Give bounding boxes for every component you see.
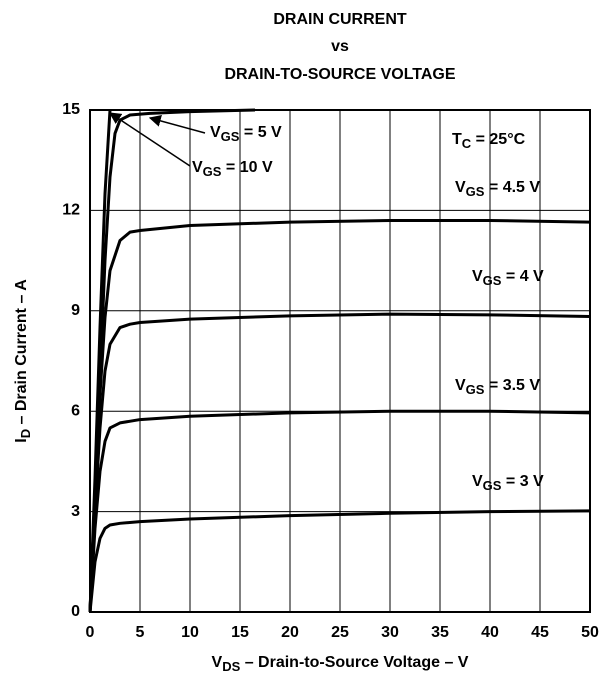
x-tick-label: 10 bbox=[181, 624, 199, 641]
curve bbox=[88, 109, 112, 613]
series-label: VGS = 4.5 V bbox=[455, 179, 540, 199]
series-label: VGS = 3 V bbox=[472, 473, 544, 493]
series-label: VGS = 4 V bbox=[472, 268, 544, 288]
y-tick-label: 15 bbox=[62, 101, 80, 118]
chart-title: vs bbox=[331, 38, 349, 55]
chart-title: DRAIN CURRENT bbox=[273, 11, 407, 28]
y-axis-label: ID – Drain Current – A bbox=[13, 279, 33, 443]
x-tick-label: 5 bbox=[136, 624, 145, 641]
x-tick-label: 0 bbox=[86, 624, 95, 641]
x-tick-label: 45 bbox=[531, 624, 549, 641]
series-label: VGS = 3.5 V bbox=[455, 377, 540, 397]
y-tick-label: 6 bbox=[71, 402, 80, 419]
y-tick-label: 3 bbox=[71, 503, 80, 520]
x-tick-label: 30 bbox=[381, 624, 399, 641]
x-tick-label: 40 bbox=[481, 624, 499, 641]
annotation: TC = 25°C bbox=[452, 131, 526, 151]
curve bbox=[88, 409, 591, 613]
x-axis-label: VDS – Drain-to-Source Voltage – V bbox=[212, 654, 469, 674]
y-tick-label: 12 bbox=[62, 202, 80, 219]
x-tick-label: 20 bbox=[281, 624, 299, 641]
x-tick-label: 50 bbox=[581, 624, 599, 641]
series-label: VGS = 10 V bbox=[192, 159, 273, 179]
x-tick-label: 25 bbox=[331, 624, 349, 641]
curve bbox=[88, 108, 256, 613]
arrow bbox=[148, 115, 206, 134]
y-tick-label: 9 bbox=[71, 302, 80, 319]
y-tick-label: 0 bbox=[71, 603, 80, 620]
x-tick-label: 15 bbox=[231, 624, 249, 641]
curve bbox=[88, 312, 591, 613]
curve bbox=[88, 509, 591, 613]
chart-title: DRAIN-TO-SOURCE VOLTAGE bbox=[224, 66, 455, 83]
x-tick-label: 35 bbox=[431, 624, 449, 641]
plot-frame bbox=[89, 109, 591, 613]
arrow bbox=[108, 112, 191, 167]
series-label: VGS = 5 V bbox=[210, 124, 282, 144]
